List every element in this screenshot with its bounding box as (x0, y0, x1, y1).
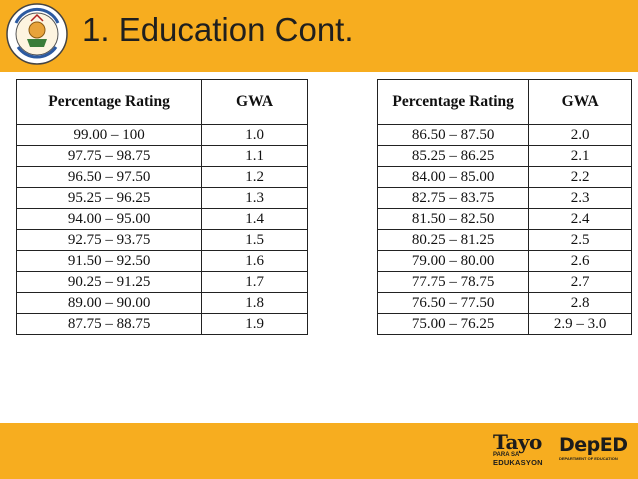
tayo-para-sa-edukasyon-logo: Tayo PARA SA EDUKASYON (493, 432, 543, 467)
table-row: 81.50 – 82.50 2.4 (376, 208, 632, 230)
table-header-row: Percentage Rating GWA (376, 79, 632, 125)
table-row: 95.25 – 96.25 1.3 (15, 187, 308, 209)
deped-logo-subtitle: DEPARTMENT OF EDUCATION (559, 456, 618, 461)
gwa-cell: 1.4 (201, 208, 308, 230)
rating-cell: 90.25 – 91.25 (15, 271, 203, 293)
table-row: 86.50 – 87.50 2.0 (376, 124, 632, 146)
table-row: 90.25 – 91.25 1.7 (15, 271, 308, 293)
table-row: 79.00 – 80.00 2.6 (376, 250, 632, 272)
table-row: 91.50 – 92.50 1.6 (15, 250, 308, 272)
column-header-percentage-rating: Percentage Rating (376, 79, 530, 125)
table-row: 97.75 – 98.75 1.1 (15, 145, 308, 167)
footer-bar (0, 423, 638, 479)
table-row: 96.50 – 97.50 1.2 (15, 166, 308, 188)
table-row: 84.00 – 85.00 2.2 (376, 166, 632, 188)
rating-cell: 87.75 – 88.75 (15, 313, 203, 335)
gwa-cell: 1.9 (201, 313, 308, 335)
rating-cell: 94.00 – 95.00 (15, 208, 203, 230)
tayo-logo-word: Tayo (493, 430, 542, 454)
rating-cell: 84.00 – 85.00 (376, 166, 530, 188)
rating-cell: 95.25 – 96.25 (15, 187, 203, 209)
gwa-cell: 2.7 (528, 271, 632, 293)
tayo-logo-subtitle-2: EDUKASYON (493, 458, 543, 467)
rating-cell: 82.75 – 83.75 (376, 187, 530, 209)
gwa-cell: 2.0 (528, 124, 632, 146)
gwa-cell: 2.1 (528, 145, 632, 167)
table-row: 89.00 – 90.00 1.8 (15, 292, 308, 314)
rating-cell: 99.00 – 100 (15, 124, 203, 146)
gwa-table-right: Percentage Rating GWA 86.50 – 87.50 2.0 8… (376, 79, 632, 335)
gwa-cell: 1.7 (201, 271, 308, 293)
rating-cell: 92.75 – 93.75 (15, 229, 203, 251)
column-header-gwa: GWA (528, 79, 632, 125)
rating-cell: 91.50 – 92.50 (15, 250, 203, 272)
rating-cell: 81.50 – 82.50 (376, 208, 530, 230)
rating-cell: 76.50 – 77.50 (376, 292, 530, 314)
gwa-cell: 1.2 (201, 166, 308, 188)
page-title: 1. Education Cont. (82, 11, 354, 48)
rating-cell: 89.00 – 90.00 (15, 292, 203, 314)
rating-cell: 77.75 – 78.75 (376, 271, 530, 293)
gwa-cell: 2.4 (528, 208, 632, 230)
division-seal-icon (6, 3, 68, 65)
table-row: 82.75 – 83.75 2.3 (376, 187, 632, 209)
column-header-percentage-rating: Percentage Rating (15, 79, 203, 125)
rating-cell: 80.25 – 81.25 (376, 229, 530, 251)
rating-cell: 79.00 – 80.00 (376, 250, 530, 272)
table-row: 80.25 – 81.25 2.5 (376, 229, 632, 251)
table-row: 94.00 – 95.00 1.4 (15, 208, 308, 230)
gwa-cell: 1.3 (201, 187, 308, 209)
rating-cell: 97.75 – 98.75 (15, 145, 203, 167)
table-row: 92.75 – 93.75 1.5 (15, 229, 308, 251)
table-row: 85.25 – 86.25 2.1 (376, 145, 632, 167)
table-row: 75.00 – 76.25 2.9 – 3.0 (376, 313, 632, 335)
gwa-cell: 2.3 (528, 187, 632, 209)
table-row: 77.75 – 78.75 2.7 (376, 271, 632, 293)
gwa-cell: 2.2 (528, 166, 632, 188)
gwa-cell: 1.0 (201, 124, 308, 146)
table-row: 99.00 – 100 1.0 (15, 124, 308, 146)
rating-cell: 86.50 – 87.50 (376, 124, 530, 146)
table-row: 87.75 – 88.75 1.9 (15, 313, 308, 335)
gwa-cell: 1.8 (201, 292, 308, 314)
gwa-cell: 1.5 (201, 229, 308, 251)
gwa-cell: 1.1 (201, 145, 308, 167)
gwa-table-left: Percentage Rating GWA 99.00 – 100 1.0 97.… (15, 79, 308, 335)
gwa-cell: 2.9 – 3.0 (528, 313, 632, 335)
rating-cell: 75.00 – 76.25 (376, 313, 530, 335)
tayo-logo-subtitle: PARA SA (493, 452, 520, 458)
rating-cell: 96.50 – 97.50 (15, 166, 203, 188)
deped-logo: DepED DEPARTMENT OF EDUCATION (559, 434, 628, 461)
rating-cell: 85.25 – 86.25 (376, 145, 530, 167)
header-bar: 1. Education Cont. (0, 0, 638, 72)
gwa-cell: 2.5 (528, 229, 632, 251)
column-header-gwa: GWA (201, 79, 308, 125)
deped-logo-word: DepED (559, 434, 628, 456)
table-header-row: Percentage Rating GWA (15, 79, 308, 125)
table-row: 76.50 – 77.50 2.8 (376, 292, 632, 314)
gwa-cell: 2.8 (528, 292, 632, 314)
gwa-cell: 2.6 (528, 250, 632, 272)
gwa-cell: 1.6 (201, 250, 308, 272)
